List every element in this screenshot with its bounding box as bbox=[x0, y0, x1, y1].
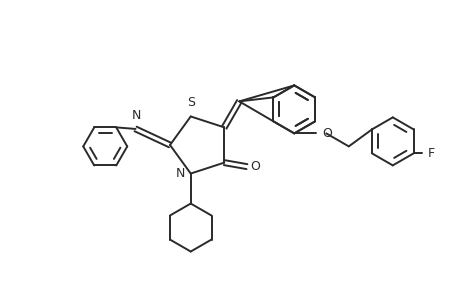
Text: F: F bbox=[427, 147, 434, 160]
Text: N: N bbox=[175, 167, 185, 180]
Text: O: O bbox=[249, 160, 259, 173]
Text: N: N bbox=[132, 109, 141, 122]
Text: O: O bbox=[322, 127, 331, 140]
Text: S: S bbox=[186, 97, 194, 110]
